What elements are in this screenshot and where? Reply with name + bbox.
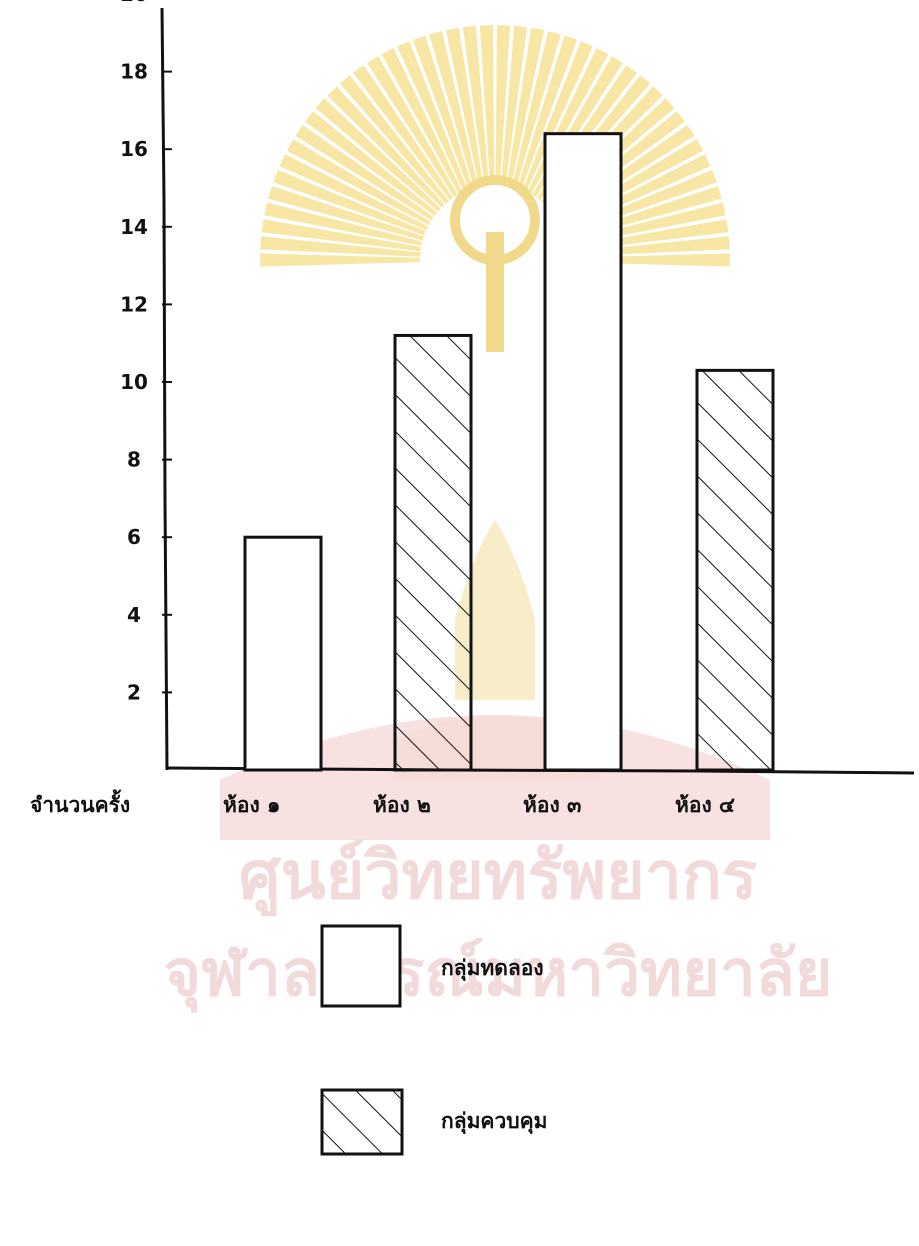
y-tick-label: 8 (127, 448, 141, 472)
watermark-rays-icon (260, 25, 730, 267)
y-tick-label: 14 (120, 215, 148, 239)
watermark-ray (260, 236, 421, 257)
x-axis-label: จำนวนครั้ง (30, 789, 130, 817)
watermark-ray (273, 169, 426, 236)
y-tick-label: 12 (120, 292, 148, 316)
watermark-ray (517, 35, 578, 190)
watermark-ray (570, 253, 730, 267)
watermark-ray (412, 35, 473, 190)
legend-swatch-experimental (320, 924, 402, 1008)
watermark-ray (429, 31, 479, 188)
y-tick-label: 2 (127, 680, 141, 704)
watermark-ray (286, 139, 431, 226)
legend-label-experimental: กลุ่มทดลอง (441, 956, 544, 982)
bar-3 (543, 132, 623, 772)
y-tick-label: 18 (120, 60, 148, 84)
category-label-1: ห้อง ๑ (223, 793, 280, 817)
watermark-ray (327, 86, 445, 208)
y-tick-label: 16 (120, 137, 148, 161)
watermark-ray (479, 25, 495, 186)
watermark-ray (261, 219, 422, 252)
category-label-2: ห้อง ๒ (373, 793, 431, 817)
watermark-ray (445, 27, 484, 187)
watermark-ray (260, 253, 420, 267)
legend-swatch-control (320, 1088, 404, 1156)
watermark-ray (522, 41, 593, 192)
bar-4 (695, 368, 775, 772)
watermark-ray (506, 27, 545, 187)
y-tick-label: 4 (127, 603, 141, 627)
watermark-ray (268, 186, 424, 241)
watermark-ray (279, 154, 428, 231)
watermark-ray (315, 98, 441, 212)
watermark-ray (511, 31, 561, 188)
category-labels: ห้อง ๑ ห้อง ๒ ห้อง ๓ ห้อง ๔ (223, 793, 735, 817)
watermark-ray (397, 41, 468, 192)
legend-label-control: กลุ่มควบคุม (441, 1109, 548, 1135)
watermark-ray (367, 56, 458, 198)
y-tick-label: 20 (120, 0, 148, 6)
bar-2 (393, 333, 473, 772)
bars (243, 132, 775, 772)
watermark-line-2: จุฬาลงกรณ์มหาวิทยาลัย (164, 937, 833, 1013)
watermark-base-icon (220, 715, 770, 840)
watermark-ray (495, 25, 511, 186)
category-label-4: ห้อง ๔ (675, 793, 735, 817)
y-tick-label: 10 (120, 370, 148, 394)
watermark-ray (381, 48, 463, 195)
category-label-3: ห้อง ๓ (523, 793, 581, 817)
watermark-ray (339, 75, 449, 204)
y-ticks: 2 4 6 8 10 12 14 16 18 20 (120, 0, 172, 704)
bar-1 (243, 535, 323, 772)
y-tick-label: 6 (127, 525, 141, 549)
watermark-ray (462, 25, 489, 186)
watermark-ray (501, 25, 528, 186)
watermark-ray (353, 65, 454, 201)
y-axis-line (160, 7, 169, 771)
legend: กลุ่มทดลอง กลุ่มควบคุม (320, 924, 548, 1156)
watermark-ray (264, 202, 423, 246)
watermark-line-1: ศูนย์วิทยทรัพยากร (239, 837, 758, 917)
watermark-ray (295, 124, 434, 221)
watermark-ray (305, 111, 437, 216)
